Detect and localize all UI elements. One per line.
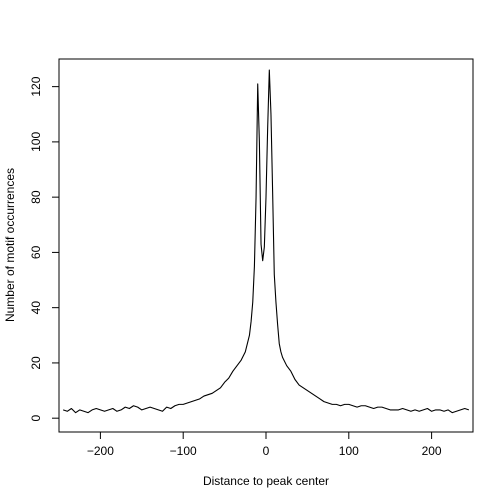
x-tick-label: −100 [170, 444, 197, 458]
x-tick-label: 200 [422, 444, 442, 458]
plot-frame [58, 58, 474, 433]
y-tick-label: 0 [29, 415, 43, 422]
y-tick-label: 40 [29, 301, 43, 315]
x-axis: −200 −100 0 100 200 [87, 432, 442, 458]
y-tick-label: 60 [29, 245, 43, 259]
y-axis-label: Number of motif occurrences [3, 168, 17, 322]
series-line-motif-occurrences [62, 69, 470, 414]
x-tick-label: 0 [263, 444, 270, 458]
y-axis: 0 20 40 60 80 100 120 [29, 76, 59, 422]
y-tick-label: 20 [29, 356, 43, 370]
x-tick-label: −200 [87, 444, 114, 458]
x-tick-label: 100 [339, 444, 359, 458]
y-tick-label: 120 [29, 76, 43, 96]
y-tick-label: 100 [29, 132, 43, 152]
x-axis-label: Distance to peak center [203, 474, 329, 488]
y-tick-label: 80 [29, 190, 43, 204]
